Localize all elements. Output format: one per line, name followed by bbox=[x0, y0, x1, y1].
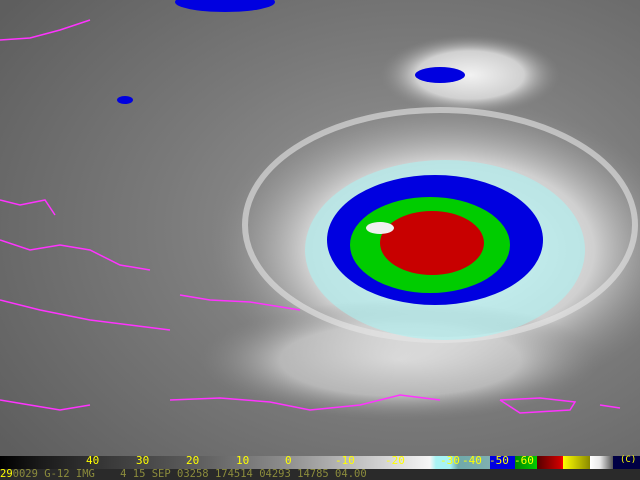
colorbar-label: -20 bbox=[385, 454, 405, 467]
image-info-bar: 290029 G-12 IMG 4 15 SEP 03258 174514 04… bbox=[0, 469, 640, 480]
image-metadata-text: 0029 G-12 IMG 4 15 SEP 03258 174514 0429… bbox=[12, 468, 367, 480]
colorbar-label: -10 bbox=[335, 454, 355, 467]
hurricane-eye bbox=[366, 222, 394, 234]
cloud-top-northeast bbox=[415, 67, 465, 83]
spiral-band bbox=[242, 107, 638, 343]
cloud-top-north bbox=[175, 0, 275, 12]
colorbar-label: 10 bbox=[236, 454, 250, 467]
cloud-band-north bbox=[380, 35, 560, 115]
frame-number: 29 bbox=[0, 468, 13, 480]
colorbar-unit: (C) bbox=[620, 455, 637, 465]
colorbar-label: 20 bbox=[186, 454, 200, 467]
colorbar-label: 40 bbox=[86, 454, 100, 467]
colorbar-label: -50 bbox=[489, 454, 509, 467]
small-cloud-top bbox=[117, 96, 133, 104]
colorbar-label: 0 bbox=[285, 454, 292, 467]
colorbar-label: 30 bbox=[136, 454, 150, 467]
colorbar-label: -30 bbox=[440, 454, 460, 467]
colorbar-label: -40 bbox=[462, 454, 482, 467]
red-core bbox=[380, 211, 484, 275]
coastlines bbox=[0, 19, 621, 414]
colorbar-label: -60 bbox=[514, 454, 534, 467]
satellite-imagery bbox=[0, 0, 640, 456]
color-scale-bar bbox=[0, 456, 640, 469]
